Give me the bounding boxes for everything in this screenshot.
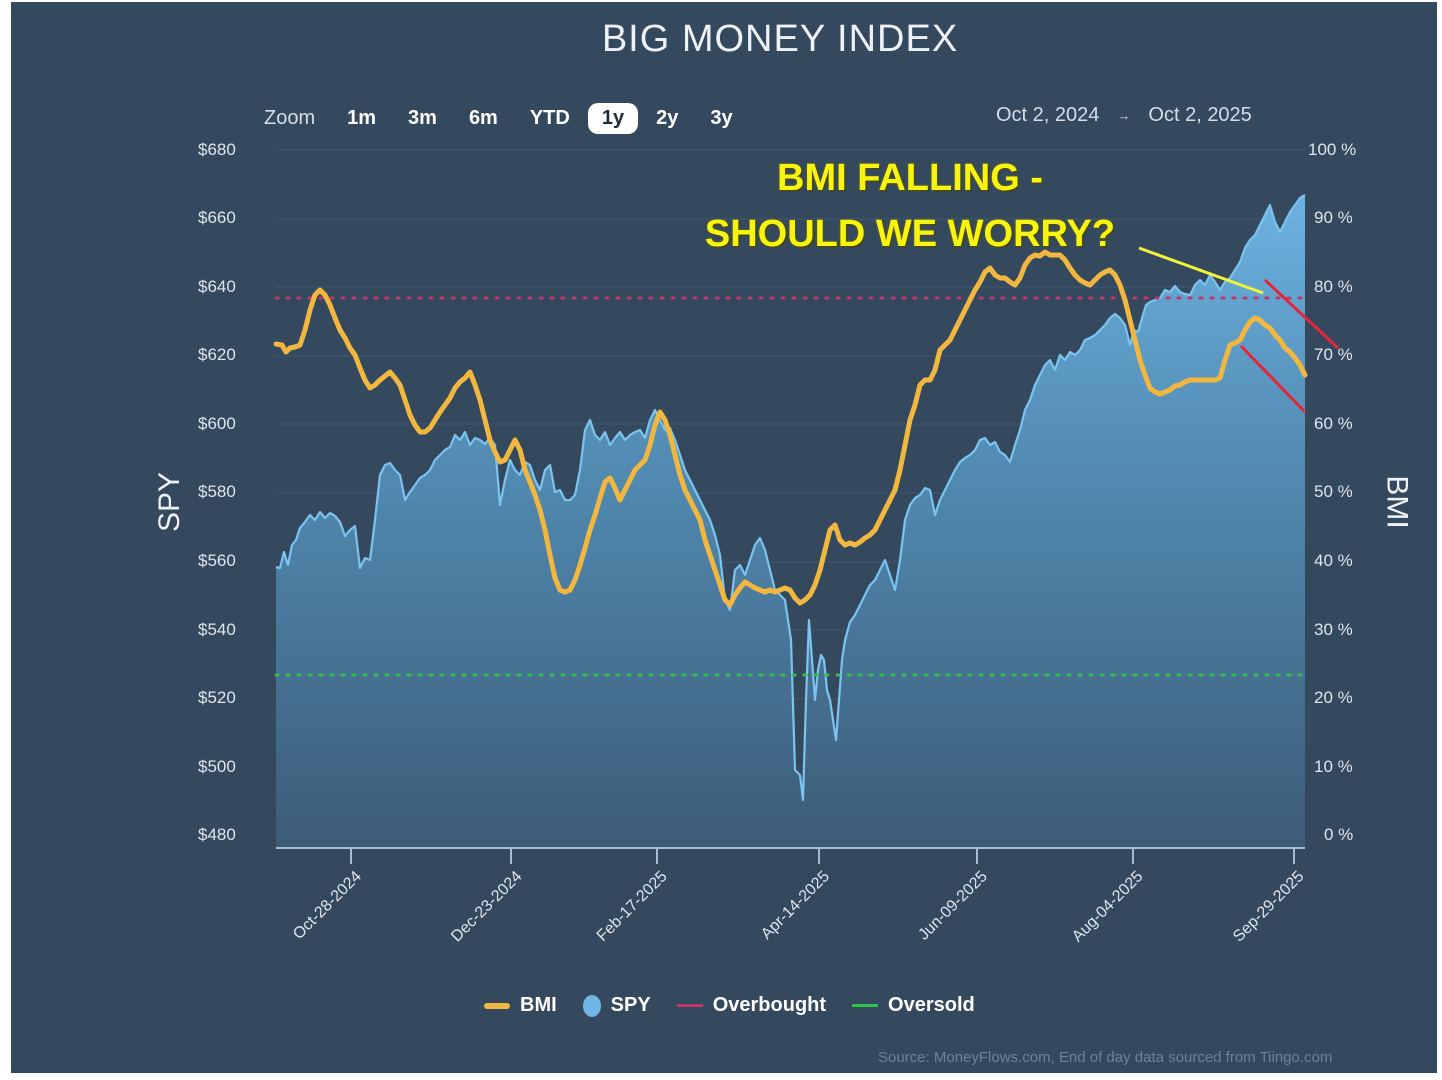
x-axis bbox=[276, 847, 1305, 864]
y-tick-660: $660 bbox=[198, 208, 236, 227]
source-credit: Source: MoneyFlows.com, End of day data … bbox=[878, 1049, 1333, 1066]
trend-marker-lower bbox=[1239, 344, 1307, 414]
date-range: Oct 2, 2024 → Oct 2, 2025 bbox=[996, 104, 1252, 127]
annotation-text: BMI FALLING - SHOULD WE WORRY? bbox=[650, 150, 1170, 262]
right-axis-title: BMI bbox=[1380, 475, 1414, 529]
legend-label-spy: SPY bbox=[610, 994, 651, 1016]
zoom-3m-button[interactable]: 3m bbox=[408, 106, 437, 129]
y2-tick-50: 50 % bbox=[1314, 482, 1353, 501]
zoom-1y-button[interactable]: 1y bbox=[587, 102, 639, 134]
y2-tick-0: 0 % bbox=[1324, 825, 1354, 844]
legend-item-oversold[interactable]: Oversold bbox=[852, 994, 975, 1017]
y2-tick-40: 40 % bbox=[1314, 551, 1353, 570]
legend-item-overbought[interactable]: Overbought bbox=[676, 994, 827, 1017]
legend-label-overbought: Overbought bbox=[712, 994, 827, 1016]
y-tick-520: $520 bbox=[198, 688, 236, 707]
zoom-3y-button[interactable]: 3y bbox=[710, 106, 733, 129]
y2-tick-30: 30 % bbox=[1314, 620, 1353, 639]
bmi-swatch-icon bbox=[484, 1002, 510, 1009]
y-tick-620: $620 bbox=[198, 345, 236, 364]
range-to-input[interactable]: Oct 2, 2025 bbox=[1148, 104, 1252, 126]
zoom-label: Zoom bbox=[264, 106, 316, 129]
y-tick-500: $500 bbox=[198, 757, 236, 776]
range-from-input[interactable]: Oct 2, 2024 bbox=[996, 104, 1100, 126]
zoom-6m-button[interactable]: 6m bbox=[468, 106, 498, 129]
zoom-ytd-button[interactable]: YTD bbox=[529, 106, 570, 129]
chart-title: BIG MONEY INDEX bbox=[601, 18, 959, 60]
annotation-pointer-line bbox=[1138, 246, 1264, 295]
y-tick-580: $580 bbox=[198, 482, 236, 501]
y-tick-560: $560 bbox=[198, 551, 236, 570]
y-tick-640: $640 bbox=[198, 277, 236, 296]
oversold-swatch-icon bbox=[852, 1004, 879, 1007]
annotation-line1: BMI FALLING - bbox=[777, 157, 1043, 199]
legend-label-oversold: Oversold bbox=[888, 994, 975, 1016]
zoom-2y-button[interactable]: 2y bbox=[656, 106, 679, 129]
trend-marker-upper bbox=[1263, 278, 1340, 350]
y2-tick-10: 10 % bbox=[1314, 757, 1353, 776]
y-tick-600: $600 bbox=[198, 414, 236, 433]
y2-tick-80: 80 % bbox=[1314, 277, 1353, 296]
left-axis-title: SPY bbox=[153, 471, 187, 533]
annotation-line2: SHOULD WE WORRY? bbox=[704, 213, 1116, 255]
spy-swatch-icon bbox=[582, 994, 601, 1017]
y2-tick-100: 100 % bbox=[1308, 140, 1357, 159]
legend-item-spy[interactable]: SPY bbox=[582, 994, 651, 1017]
y2-tick-60: 60 % bbox=[1314, 414, 1353, 433]
legend-item-bmi[interactable]: BMI bbox=[484, 994, 557, 1017]
zoom-1m-button[interactable]: 1m bbox=[347, 106, 377, 129]
y2-tick-90: 90 % bbox=[1314, 208, 1353, 227]
spy-line bbox=[275, 194, 1306, 802]
overbought-swatch-icon bbox=[676, 1004, 703, 1007]
y-tick-540: $540 bbox=[198, 620, 236, 639]
y-tick-480: $480 bbox=[198, 825, 236, 844]
zoom-selector: Zoom 1m 3m 6m YTD 1y 2y 3y bbox=[264, 98, 751, 138]
arrow-right-icon: → bbox=[1117, 108, 1131, 123]
bmi-line bbox=[273, 249, 1308, 608]
y2-tick-70: 70 % bbox=[1314, 345, 1353, 364]
y2-tick-20: 20 % bbox=[1314, 688, 1353, 707]
spy-area bbox=[276, 195, 1305, 848]
legend-label-bmi: BMI bbox=[520, 994, 557, 1016]
y-tick-680: $680 bbox=[198, 140, 236, 159]
chart-legend: BMI SPY Overbought Oversold bbox=[484, 994, 1001, 1017]
